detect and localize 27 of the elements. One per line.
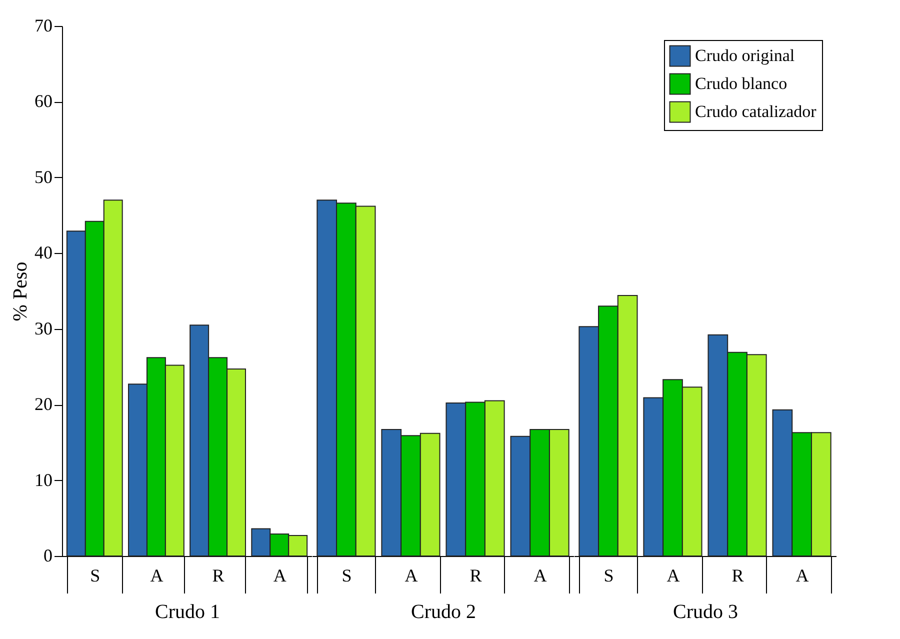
legend-label: Crudo catalizador <box>695 102 817 121</box>
x-axis-title: Crudo 2 <box>411 601 476 623</box>
y-tick-label: 60 <box>34 91 52 112</box>
y-tick-label: 40 <box>34 242 52 263</box>
y-tick-label: 30 <box>34 318 52 338</box>
legend-label: Crudo blanco <box>695 74 788 93</box>
x-tick-label: A <box>273 566 286 586</box>
y-tick-label: 20 <box>34 394 52 414</box>
x-tick-label: R <box>732 566 744 586</box>
y-axis-title: % Peso <box>10 262 32 322</box>
y-tick-label: 0 <box>44 546 52 566</box>
y-tick-label: 10 <box>34 470 52 490</box>
x-tick-label: R <box>470 566 482 586</box>
y-tick-label: 70 <box>34 16 52 36</box>
x-tick-label: A <box>150 566 164 586</box>
x-axis-title: Crudo 3 <box>673 601 738 623</box>
x-tick-label: S <box>604 566 614 586</box>
x-tick-label: A <box>666 566 680 586</box>
x-tick-label: R <box>212 566 224 586</box>
x-tick-label: A <box>796 566 809 586</box>
x-tick-label: A <box>404 566 418 586</box>
x-tick-label: S <box>342 566 352 586</box>
x-axis-title: Crudo 1 <box>155 601 220 623</box>
x-tick-label: S <box>90 566 100 586</box>
y-tick-label: 50 <box>34 166 52 187</box>
x-tick-label: A <box>534 566 547 586</box>
legend-label: Crudo original <box>695 46 795 65</box>
